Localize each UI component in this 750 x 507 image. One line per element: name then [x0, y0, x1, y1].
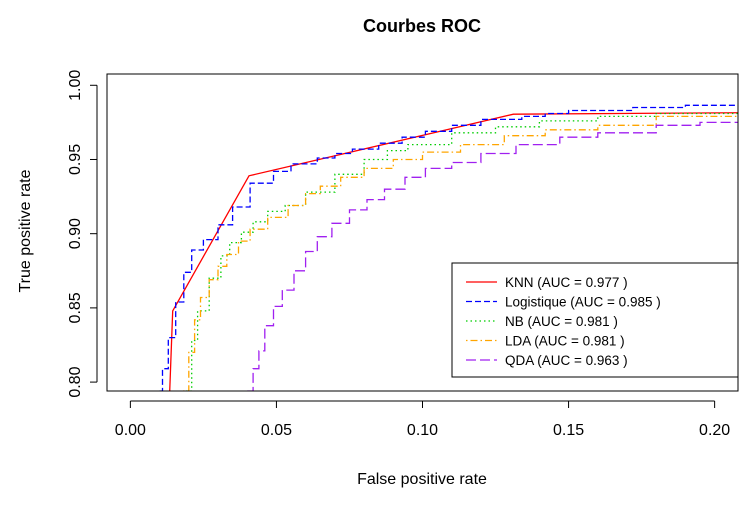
legend: KNN (AUC = 0.977 ) Logistique (AUC = 0.98…	[451, 262, 739, 378]
x-tick-label: 0.05	[261, 422, 292, 439]
y-tick-label: 0.95	[67, 144, 84, 175]
y-tick-label: 1.00	[67, 70, 84, 101]
y-axis-label: True positive rate	[17, 169, 34, 292]
series-line-4	[247, 121, 738, 391]
y-axis: 0.80 0.85 0.90 0.95 1.00	[67, 70, 98, 398]
series-line-1	[159, 104, 738, 391]
legend-label-3: LDA (AUC = 0.981 )	[505, 334, 625, 349]
y-tick-label: 0.85	[67, 292, 84, 323]
chart-title: Courbes ROC	[363, 16, 481, 36]
x-tick-label: 0.00	[115, 422, 146, 439]
legend-label-4: QDA (AUC = 0.963 )	[505, 353, 628, 368]
x-axis: 0.00 0.05 0.10 0.15 0.20	[115, 400, 730, 439]
series-line-3	[183, 115, 738, 391]
x-tick-label: 0.15	[553, 422, 584, 439]
series-line-0	[169, 112, 738, 391]
x-axis-label: False positive rate	[357, 471, 487, 488]
x-tick-label: 0.20	[699, 422, 730, 439]
legend-label-1: Logistique (AUC = 0.985 )	[505, 295, 661, 310]
legend-label-0: KNN (AUC = 0.977 )	[505, 275, 628, 290]
y-tick-label: 0.80	[67, 366, 84, 397]
legend-label-2: NB (AUC = 0.981 )	[505, 314, 618, 329]
y-tick-label: 0.90	[67, 218, 84, 249]
legend-box	[451, 262, 739, 378]
x-tick-label: 0.10	[407, 422, 438, 439]
series-layer	[159, 104, 738, 391]
plot-frame	[106, 73, 739, 392]
